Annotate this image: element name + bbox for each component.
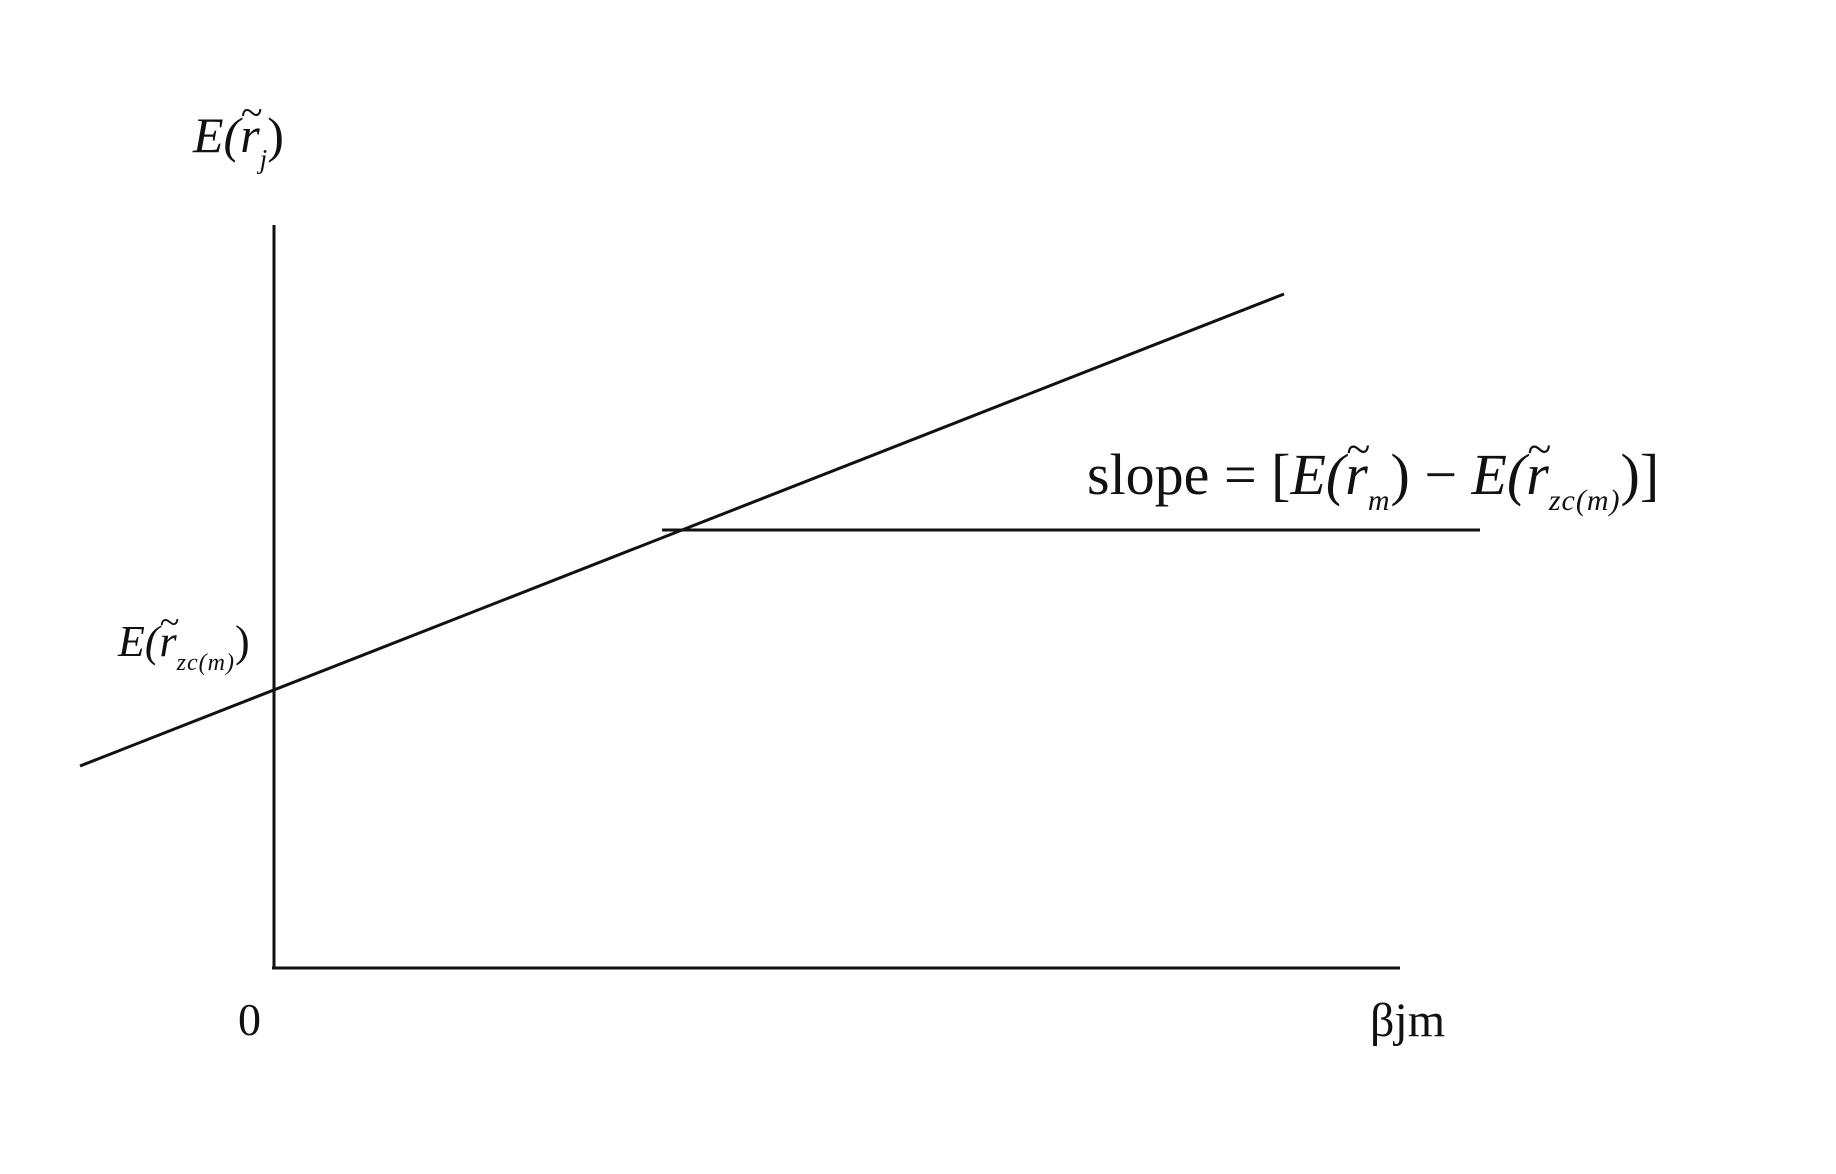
slope-label-term2-base: E( (1471, 442, 1527, 507)
slope-label: slope = [E(~ rm) − E(~ rzc(m))] (1087, 428, 1659, 516)
intercept-label: E(~ rzc(m)) (118, 604, 250, 675)
y-axis-label: E(~ rj) (193, 93, 284, 173)
tilde-accent: ~ (1527, 425, 1552, 474)
origin-label: 0 (238, 994, 261, 1045)
slope-label-term2-variable: r (1526, 442, 1549, 507)
slope-label-equals: = (1209, 442, 1272, 507)
tilde-accent: ~ (240, 90, 263, 135)
y-axis-label-subscript: j (259, 144, 268, 174)
slope-label-term2-subscript: zc(m) (1548, 484, 1621, 517)
slope-label-minus: − (1409, 442, 1472, 507)
slope-label-prefix: slope (1087, 442, 1210, 507)
y-axis-label-base: E( (193, 107, 241, 163)
tilde-accent: ~ (1346, 425, 1371, 474)
tilde-accent: ~ (159, 602, 180, 642)
intercept-label-subscript: zc(m) (176, 650, 235, 676)
y-axis-label-close: ) (267, 107, 284, 163)
slope-label-term1-base: E( (1290, 442, 1346, 507)
x-axis-label: βjm (1370, 994, 1446, 1047)
slope-label-term1-variable: r (1345, 442, 1368, 507)
slope-label-close-bracket: ] (1639, 442, 1660, 507)
slope-label-term2-close: ) (1620, 442, 1640, 507)
slope-label-term1-subscript: m (1367, 484, 1391, 517)
slope-label-open-bracket: [ (1271, 442, 1291, 507)
slope-label-term1-close: ) (1390, 442, 1410, 507)
intercept-label-close: ) (234, 617, 250, 666)
y-axis-label-variable: r (240, 107, 260, 163)
intercept-label-variable: r (159, 617, 177, 666)
intercept-label-base: E( (118, 617, 160, 666)
